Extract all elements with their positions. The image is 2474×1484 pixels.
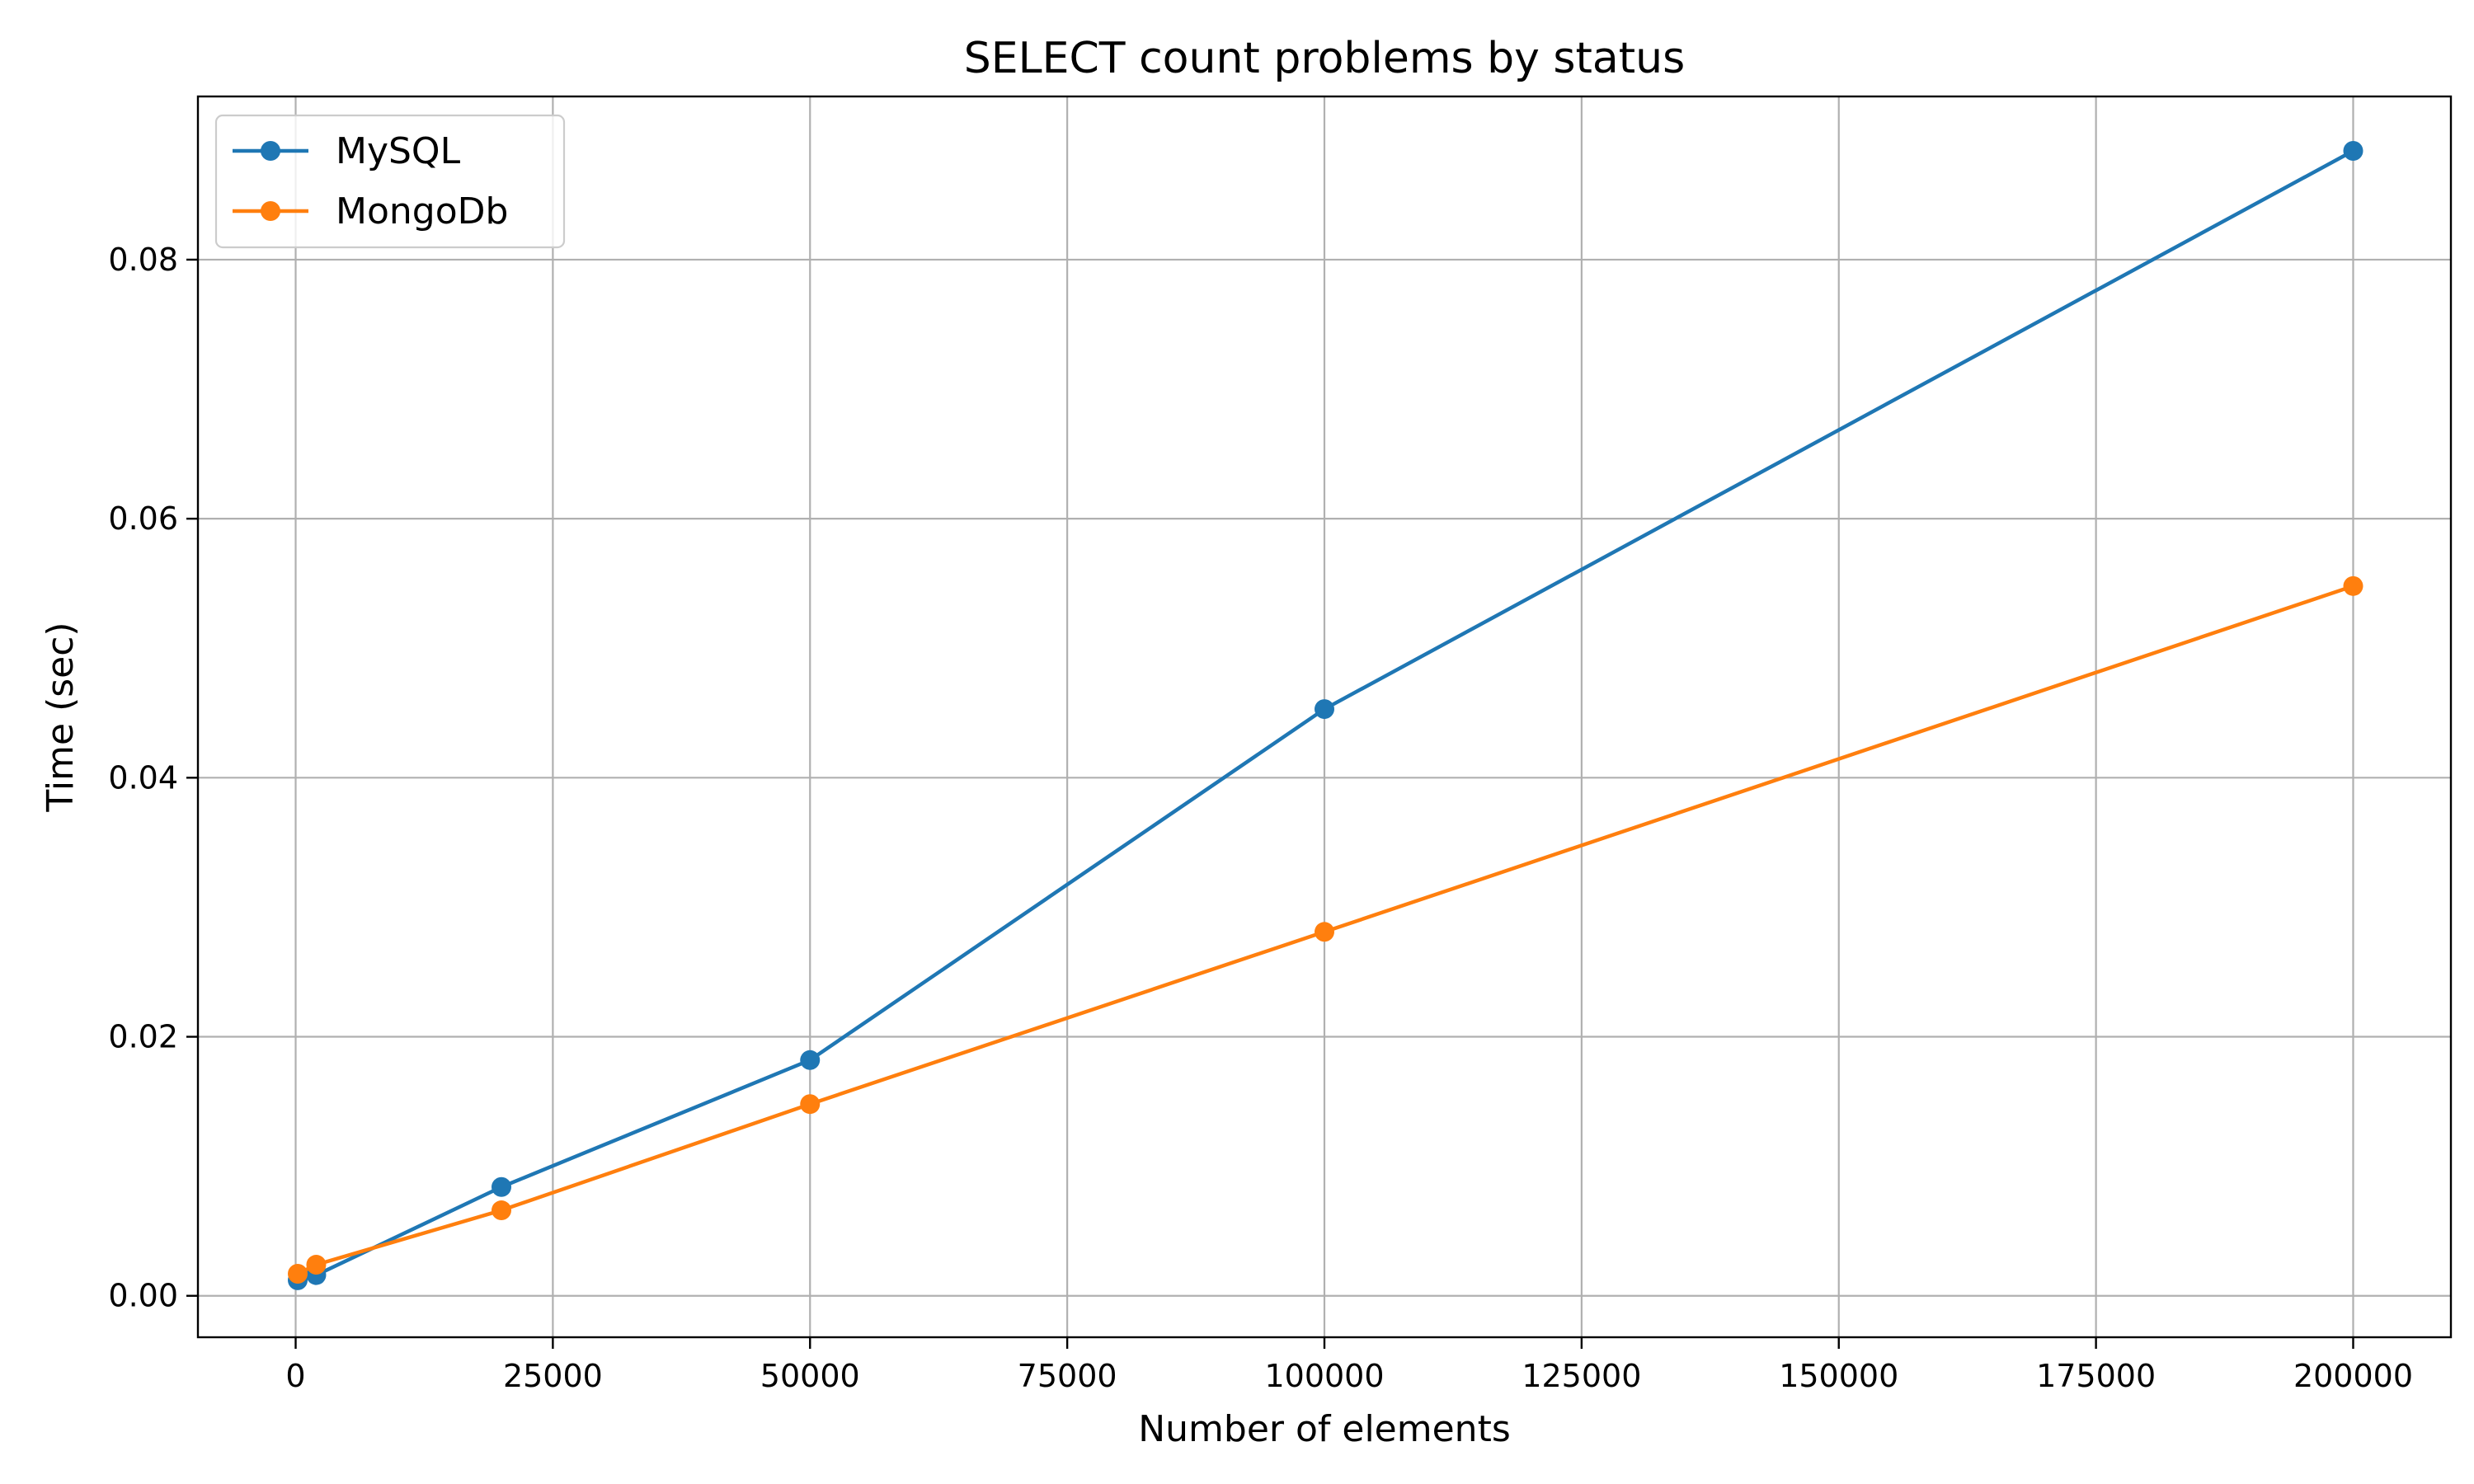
x-tick-label: 50000 <box>760 1358 860 1394</box>
legend: MySQL MongoDb <box>214 114 566 249</box>
data-point-mysql <box>492 1176 512 1197</box>
series-layer <box>288 140 2363 1290</box>
x-tick-label: 75000 <box>1018 1358 1117 1394</box>
x-axis-label: Number of elements <box>1138 1408 1511 1450</box>
y-tick-label: 0.06 <box>108 500 178 537</box>
data-point-mongodb <box>2343 575 2363 596</box>
x-tick-label: 100000 <box>1264 1358 1384 1394</box>
data-point-mongodb <box>306 1255 327 1275</box>
data-point-mongodb <box>800 1094 821 1115</box>
x-tick-label: 150000 <box>1779 1358 1898 1394</box>
grid-lines <box>198 96 2451 1337</box>
axis-ticks: 0 25000 50000 75000 100000 125000 150000 175000… <box>108 242 2413 1394</box>
data-point-mysql <box>1315 699 1334 720</box>
data-point-mongodb <box>1315 922 1334 942</box>
legend-label-mysql: MySQL <box>336 130 461 172</box>
legend-marker-mysql <box>261 141 280 161</box>
data-point-mysql <box>800 1050 821 1070</box>
x-tick-label: 25000 <box>503 1358 603 1394</box>
data-point-mysql <box>2343 140 2363 161</box>
y-tick-label: 0.04 <box>108 759 178 796</box>
y-tick-label: 0.02 <box>108 1019 178 1055</box>
x-tick-label: 125000 <box>1522 1358 1641 1394</box>
data-point-mongodb <box>492 1200 512 1221</box>
legend-label-mongodb: MongoDb <box>336 190 508 232</box>
y-axis-label: Time (sec) <box>40 622 82 812</box>
data-point-mongodb <box>288 1264 308 1284</box>
legend-marker-mongodb <box>261 201 280 221</box>
x-tick-label: 0 <box>285 1358 305 1394</box>
chart-title: SELECT count problems by status <box>964 34 1685 83</box>
x-tick-label: 175000 <box>2036 1358 2156 1394</box>
y-tick-label: 0.08 <box>108 242 178 278</box>
x-tick-label: 200000 <box>2293 1358 2413 1394</box>
legend-box <box>214 114 566 249</box>
y-tick-label: 0.00 <box>108 1278 178 1314</box>
